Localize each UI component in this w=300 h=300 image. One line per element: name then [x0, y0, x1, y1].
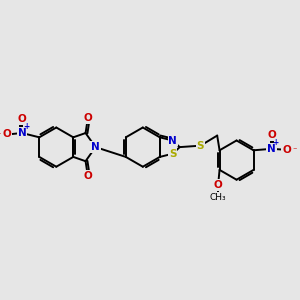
Text: ⁻: ⁻: [0, 130, 1, 139]
Text: +: +: [23, 122, 29, 131]
Text: O: O: [18, 114, 26, 124]
Text: O: O: [267, 130, 276, 140]
Text: N: N: [168, 136, 177, 146]
Text: N: N: [267, 144, 276, 154]
Text: O: O: [2, 129, 11, 140]
Text: O: O: [83, 113, 92, 123]
Text: S: S: [169, 149, 176, 159]
Text: O: O: [214, 180, 223, 190]
Text: N: N: [18, 128, 26, 138]
Text: +: +: [272, 138, 279, 147]
Text: O: O: [83, 171, 92, 181]
Text: N: N: [91, 142, 100, 152]
Text: S: S: [197, 141, 204, 151]
Text: ⁻: ⁻: [292, 145, 297, 154]
Text: CH₃: CH₃: [210, 193, 226, 202]
Text: O: O: [282, 145, 291, 155]
